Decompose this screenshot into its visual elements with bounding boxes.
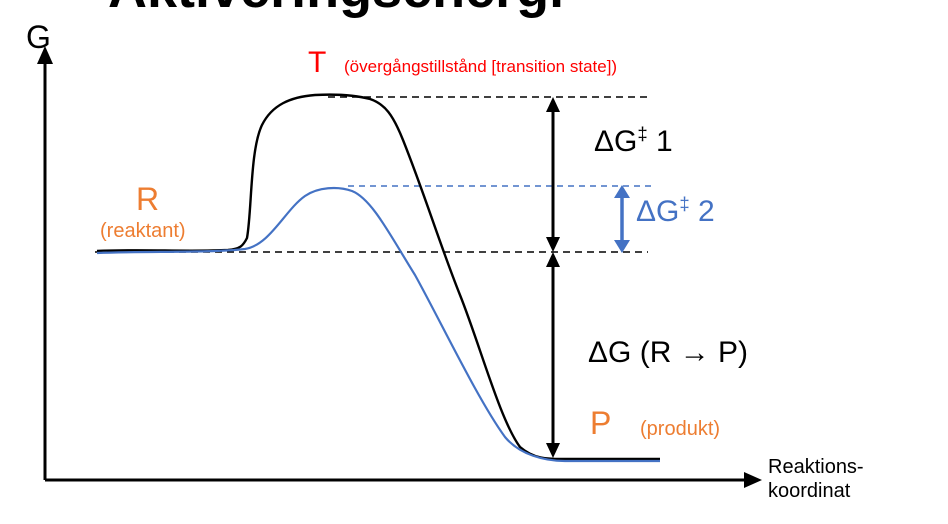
delta-g2-prefix: ΔG	[636, 195, 680, 228]
double-dagger-icon: ‡	[637, 123, 648, 144]
catalyzed-energy-curve	[96, 186, 660, 463]
reactant-symbol: R	[136, 181, 160, 217]
delta-g2-arrowhead-down-icon	[614, 240, 630, 253]
product-description: (produkt)	[640, 418, 721, 440]
x-axis-label-line1: Reaktions-	[768, 456, 864, 478]
double-dagger-icon: ‡	[679, 193, 690, 214]
delta-g-rp-arrowhead-down-icon	[546, 443, 560, 458]
slide-title: Aktiveringsenergi	[108, 0, 564, 20]
delta-g-rp-label: ΔG (R → P)	[588, 336, 749, 369]
transition-state-description: (övergångstillstånd [transition state])	[344, 57, 618, 76]
delta-g-rp-arrowhead-up-icon	[546, 252, 560, 267]
x-axis-label-line2: koordinat	[768, 480, 851, 502]
reactant-description: (reaktant)	[100, 220, 186, 242]
product-symbol: P	[590, 405, 612, 441]
delta-g1-arrowhead-up-icon	[546, 97, 560, 112]
delta-g2-arrowhead-up-icon	[614, 185, 630, 198]
delta-g1-arrowhead-down-icon	[546, 237, 560, 252]
transition-state-symbol: T	[308, 46, 327, 79]
delta-g1-prefix: ΔG	[594, 125, 638, 158]
x-axis-arrowhead-icon	[744, 472, 762, 488]
delta-g2-suffix: 2	[689, 195, 715, 228]
delta-g1-label: ΔG‡ 1	[594, 123, 673, 158]
y-axis-label: G	[26, 19, 51, 55]
delta-g1-suffix: 1	[647, 125, 673, 158]
uncatalyzed-energy-curve	[96, 93, 660, 461]
delta-g2-label: ΔG‡ 2	[636, 193, 715, 228]
y-axis-arrowhead-icon	[37, 46, 53, 64]
